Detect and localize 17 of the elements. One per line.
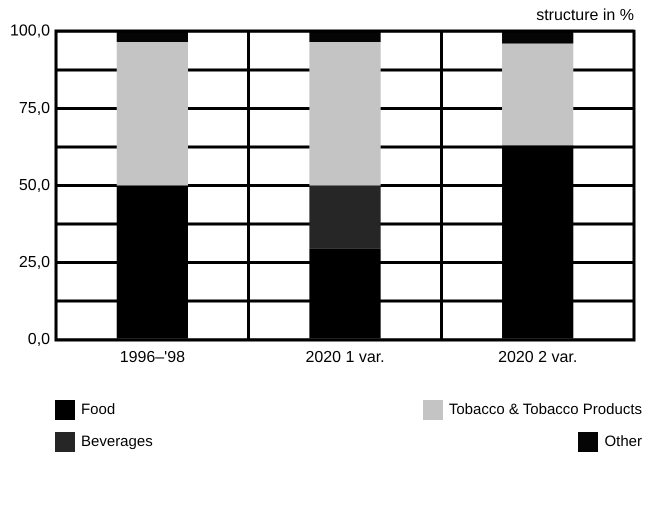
legend-label: Beverages xyxy=(81,433,153,450)
y-tick-label: 50,0 xyxy=(18,176,50,194)
x-tick-label: 1996–'98 xyxy=(120,348,186,366)
bar xyxy=(502,44,574,146)
legend-label: Tobacco & Tobacco Products xyxy=(448,401,642,418)
y-tick-label: 75,0 xyxy=(18,100,50,117)
x-tick-label: 2020 2 var. xyxy=(498,348,578,366)
legend-label: Food xyxy=(81,401,116,418)
y-tick-label: 100,0 xyxy=(10,22,50,40)
bar xyxy=(309,186,381,249)
x-tick-label: 2020 1 var. xyxy=(305,348,385,366)
y-tick-label: 25,0 xyxy=(18,254,50,272)
y-tick-label: 0,0 xyxy=(28,331,50,348)
bar xyxy=(116,42,188,186)
legend-label: Other xyxy=(604,433,642,450)
bar xyxy=(309,42,381,186)
chart-title: structure in % xyxy=(536,7,634,24)
